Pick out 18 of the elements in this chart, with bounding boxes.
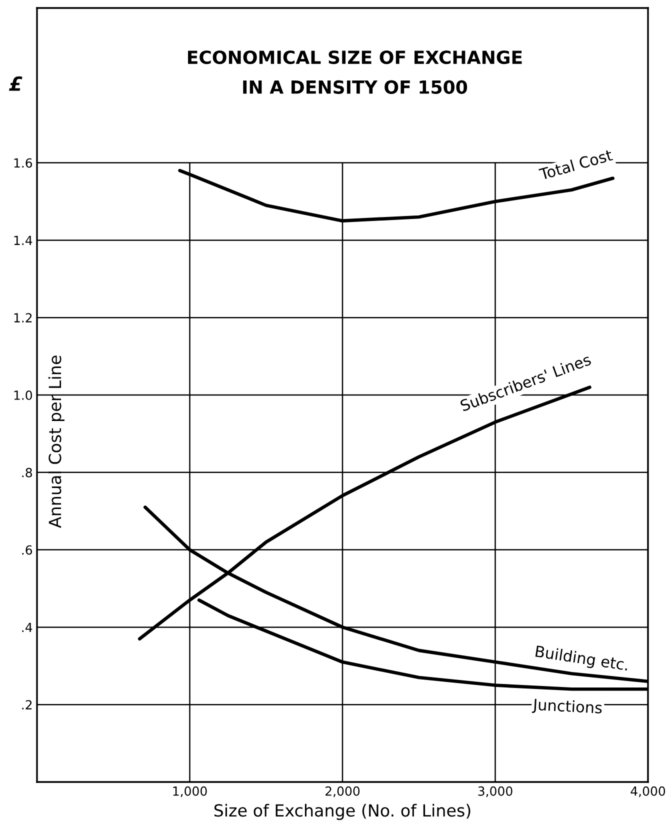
y-tick-label: .4 bbox=[22, 622, 32, 632]
text: Total Cost bbox=[538, 148, 614, 180]
x-tick-label: 2,000 bbox=[326, 786, 360, 798]
y-tick-label: .6 bbox=[22, 545, 32, 555]
y-tick-label: 1.0 bbox=[14, 390, 32, 400]
y-tick-label: .2 bbox=[22, 700, 32, 710]
x-tick-label: 1,000 bbox=[173, 786, 207, 798]
x-tick-label: 3,000 bbox=[478, 786, 512, 798]
y-tick-label: 1.6 bbox=[14, 158, 32, 168]
text: Building etc. bbox=[534, 645, 628, 674]
text: ECONOMICAL SIZE OF EXCHANGE IN A DENSITY OF 1500 bbox=[188, 50, 522, 94]
y-tick-label: 1.4 bbox=[14, 236, 32, 245]
x-axis-title: Size of Exchange (No. of Lines) bbox=[214, 804, 470, 820]
text: £ bbox=[8, 76, 22, 91]
x-tick-label: 4,000 bbox=[630, 786, 666, 798]
y-tick-label: .8 bbox=[22, 468, 32, 478]
y-tick-label: 1.2 bbox=[14, 313, 32, 322]
series-label: Junctions bbox=[532, 698, 602, 716]
